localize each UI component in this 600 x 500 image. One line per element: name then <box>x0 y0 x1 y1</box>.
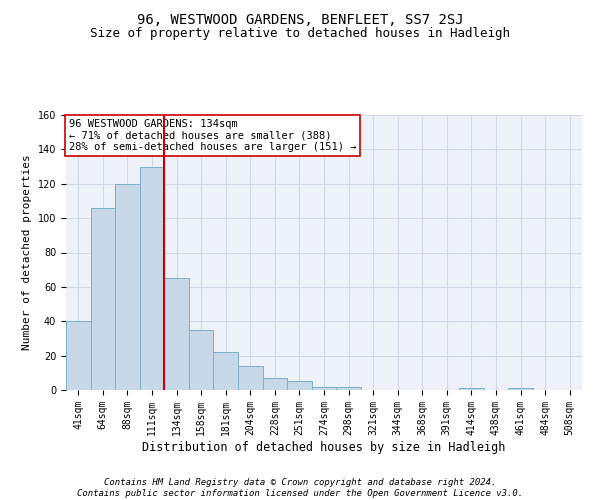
Text: 96 WESTWOOD GARDENS: 134sqm
← 71% of detached houses are smaller (388)
28% of se: 96 WESTWOOD GARDENS: 134sqm ← 71% of det… <box>68 119 356 152</box>
Bar <box>508 388 533 390</box>
Bar <box>91 208 115 390</box>
Bar <box>312 386 336 390</box>
Y-axis label: Number of detached properties: Number of detached properties <box>22 154 32 350</box>
Bar <box>336 386 361 390</box>
Bar <box>214 352 238 390</box>
Text: Size of property relative to detached houses in Hadleigh: Size of property relative to detached ho… <box>90 28 510 40</box>
Bar <box>459 388 484 390</box>
Bar <box>238 366 263 390</box>
X-axis label: Distribution of detached houses by size in Hadleigh: Distribution of detached houses by size … <box>142 440 506 454</box>
Bar <box>66 322 91 390</box>
Text: Contains HM Land Registry data © Crown copyright and database right 2024.
Contai: Contains HM Land Registry data © Crown c… <box>77 478 523 498</box>
Bar <box>263 378 287 390</box>
Bar <box>287 382 312 390</box>
Bar <box>189 330 214 390</box>
Text: 96, WESTWOOD GARDENS, BENFLEET, SS7 2SJ: 96, WESTWOOD GARDENS, BENFLEET, SS7 2SJ <box>137 12 463 26</box>
Bar <box>164 278 189 390</box>
Bar <box>115 184 140 390</box>
Bar <box>140 166 164 390</box>
